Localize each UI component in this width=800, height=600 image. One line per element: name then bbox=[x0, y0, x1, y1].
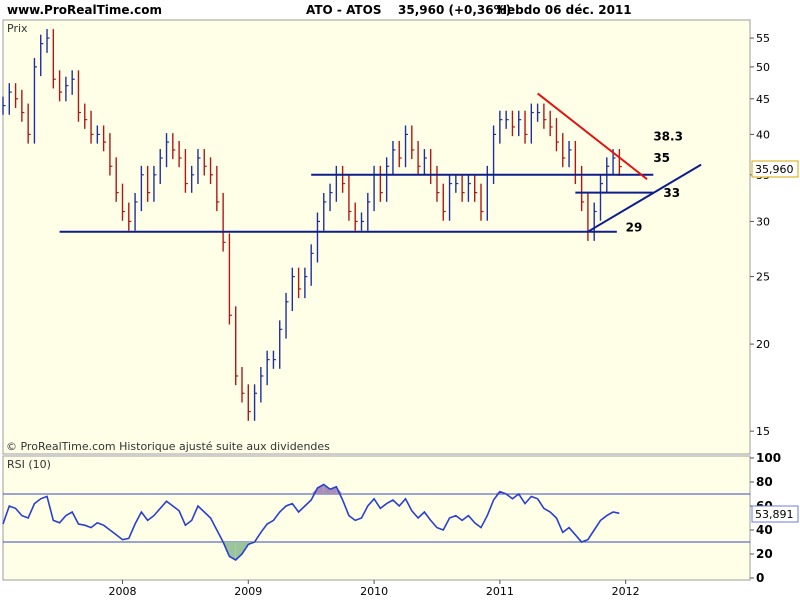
trend-lines bbox=[59, 92, 702, 233]
time-axis: 2008 2009 2010 2011 2012 bbox=[109, 580, 640, 598]
last-price-box bbox=[751, 160, 799, 178]
price-tick-label: 20 bbox=[756, 338, 770, 351]
period-label: Hebdo 06 déc. 2011 bbox=[497, 3, 632, 17]
rsi-series bbox=[2, 483, 750, 561]
rsi-line bbox=[2, 483, 620, 561]
time-tick-label: 2010 bbox=[360, 585, 388, 598]
ticker-label: ATO - ATOS bbox=[306, 3, 382, 17]
rsi-oversold-fill bbox=[229, 542, 236, 560]
annotation-label: 33 bbox=[663, 186, 680, 200]
last-rsi-value: 53,891 bbox=[755, 508, 794, 521]
price-tick-label: 50 bbox=[756, 61, 770, 74]
trend-line-uptrend bbox=[587, 163, 702, 233]
rsi-tick-label: 0 bbox=[756, 571, 764, 585]
rsi-tick-label: 100 bbox=[756, 451, 781, 465]
time-tick-label: 2008 bbox=[109, 585, 137, 598]
price-tick-label: 15 bbox=[756, 425, 770, 438]
last-rsi-box bbox=[751, 505, 799, 523]
price-tick-label: 30 bbox=[756, 215, 770, 228]
rsi-tick-label: 20 bbox=[756, 547, 773, 561]
price-tick-label: 45 bbox=[756, 93, 770, 106]
price-panel bbox=[2, 19, 751, 455]
price-bars bbox=[2, 29, 622, 421]
rsi-overbought-fill bbox=[330, 486, 337, 494]
site-name[interactable]: www.ProRealTime.com bbox=[7, 3, 162, 17]
rsi-tick-label: 80 bbox=[756, 475, 773, 489]
price-tick-label: 55 bbox=[756, 32, 770, 45]
last-price-value: 35,960 bbox=[755, 163, 794, 176]
trend-line-downtrend bbox=[536, 92, 648, 180]
time-tick-label: 2012 bbox=[612, 585, 640, 598]
price-tick-label: 25 bbox=[756, 271, 770, 284]
annotation-label: 35 bbox=[653, 151, 670, 165]
rsi-overbought-fill bbox=[336, 486, 343, 494]
price-axis: 152025303540455055 bbox=[750, 32, 770, 438]
rsi-panel-label: RSI (10) bbox=[7, 458, 51, 471]
time-tick-label: 2011 bbox=[486, 585, 514, 598]
rsi-tick-label: 40 bbox=[756, 523, 773, 537]
chart-header: www.ProRealTime.com ATO - ATOS 35,960 (+… bbox=[0, 0, 800, 20]
footer-note: © ProRealTime.com Historique ajusté suit… bbox=[6, 440, 330, 453]
price-label: 35,960 (+0,36%) bbox=[398, 3, 512, 17]
price-tick-label: 40 bbox=[756, 128, 770, 141]
annotation-label: 29 bbox=[626, 221, 643, 235]
price-panel-label: Prix bbox=[7, 22, 28, 35]
annotations: 38.3 35 33 29 bbox=[626, 130, 683, 235]
time-tick-label: 2009 bbox=[234, 585, 262, 598]
rsi-panel bbox=[2, 455, 751, 581]
rsi-overbought-fill bbox=[323, 484, 331, 494]
annotation-label: 38.3 bbox=[653, 130, 683, 144]
rsi-overbought-fill bbox=[317, 484, 324, 494]
